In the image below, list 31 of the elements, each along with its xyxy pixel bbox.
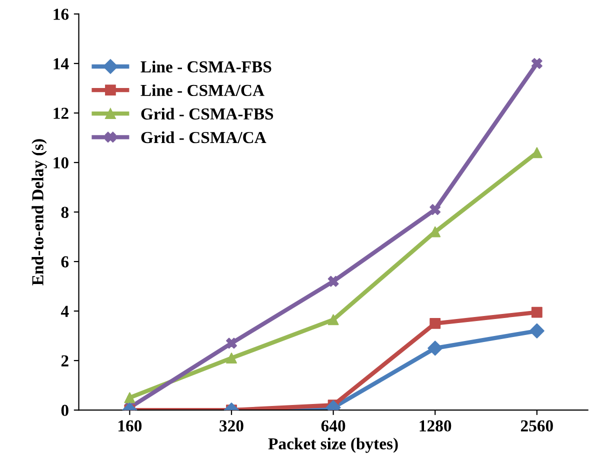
y-tick-label: 2 — [61, 355, 68, 366]
y-tick-label: 4 — [60, 306, 69, 317]
y-tick-label: 12 — [54, 108, 68, 119]
y-tick-label: 10 — [54, 157, 68, 168]
x-tick-label: 320 — [220, 420, 244, 432]
point — [328, 276, 339, 287]
legend-label: Line - CSMA/CA — [140, 84, 264, 96]
y-tick-label: 14 — [54, 58, 69, 70]
y-tick-label: 16 — [54, 8, 69, 20]
y-tick-label: 6 — [61, 256, 69, 268]
legend-label: Grid - CSMA-FBS — [141, 108, 274, 120]
point — [328, 314, 339, 326]
y-tick-label: 0 — [61, 404, 68, 416]
legend-label: Grid - CSMA/CA — [141, 131, 266, 144]
x-axis-title: Packet size (bytes) — [268, 438, 398, 453]
y-tick-label: 8 — [61, 206, 69, 218]
point — [430, 318, 441, 329]
point — [531, 306, 542, 318]
x-tick-label: 2560 — [520, 420, 553, 432]
x-tick-label: 640 — [321, 420, 346, 432]
x-tick-label: 160 — [118, 420, 142, 432]
point — [124, 392, 136, 404]
point — [529, 323, 544, 338]
legend-label: Line - CSMA-FBS — [140, 60, 272, 72]
y-axis-title: End-to-end Delay (s) — [32, 139, 47, 286]
point — [226, 338, 237, 349]
point — [226, 352, 237, 364]
x-tick-label: 1280 — [420, 420, 452, 432]
point — [428, 340, 443, 356]
point — [430, 204, 441, 216]
point — [531, 58, 542, 69]
